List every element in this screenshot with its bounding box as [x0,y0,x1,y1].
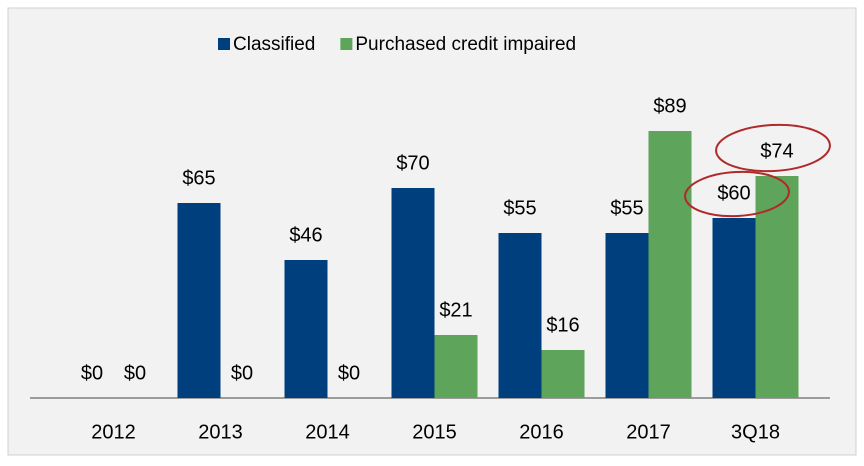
legend-label: Classified [233,34,315,55]
highlight-circle [715,123,831,173]
value-label: $21 [439,299,472,321]
legend: Classified Purchased credit impaired [218,34,576,55]
value-label: $0 [124,362,146,384]
value-label: $74 [760,140,793,162]
bar [541,350,585,398]
x-tick-label: 3Q18 [731,421,780,443]
value-label: $89 [653,95,686,117]
x-tick-label: 2012 [91,421,136,443]
bar [391,188,435,398]
bar [648,131,692,398]
legend-swatch [340,38,353,50]
bar [712,218,756,398]
value-label: $55 [503,197,536,219]
value-label: $46 [289,224,322,246]
value-label: $70 [396,152,429,174]
value-label: $65 [182,167,215,189]
plot: 2012 $0 $0 2013 $65 $0 2014 $46 $0 2015 $70 $21 2016… [81,95,799,443]
x-tick-label: 2016 [519,421,564,443]
legend-swatch [218,38,230,50]
x-tick-label: 2017 [626,421,671,443]
value-label: $0 [231,362,253,384]
value-label: $55 [610,197,643,219]
bar [284,260,328,398]
value-label: $60 [717,182,750,204]
bar [605,233,649,398]
bar [755,176,799,398]
x-tick-label: 2014 [305,421,350,443]
value-label: $0 [81,362,103,384]
highlight-circle [684,170,790,218]
bar [434,335,478,398]
bar [498,233,542,398]
x-tick-label: 2013 [198,421,243,443]
value-label: $16 [546,314,579,336]
value-label: $0 [338,362,360,384]
x-tick-label: 2015 [412,421,457,443]
legend-label: Purchased credit impaired [355,34,576,55]
bar [177,203,221,398]
